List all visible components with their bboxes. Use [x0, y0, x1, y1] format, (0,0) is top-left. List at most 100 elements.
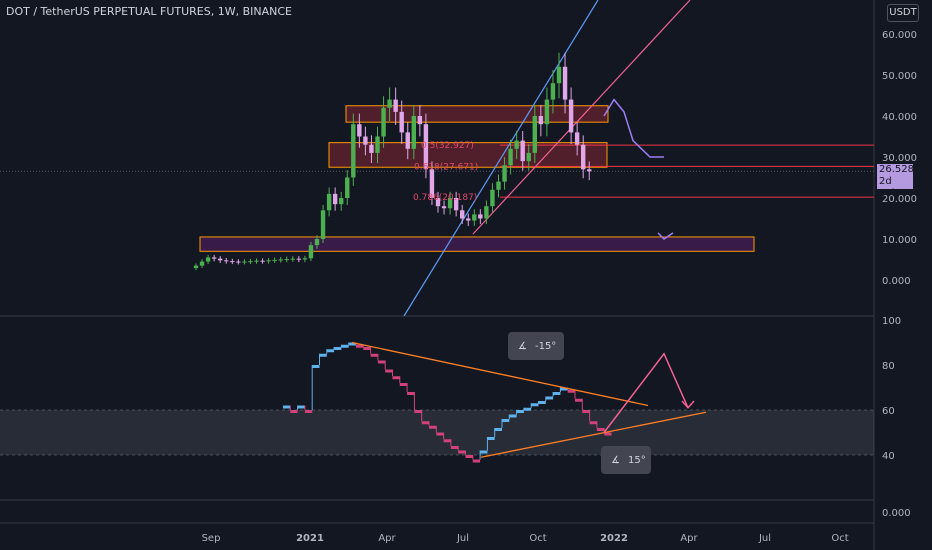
chart-title: DOT / TetherUS PERPETUAL FUTURES, 1W, BI…	[6, 5, 292, 18]
angle-label-lower[interactable]: ∡ 15°	[601, 446, 651, 474]
candle-body	[472, 214, 477, 221]
sr-zone	[328, 142, 608, 168]
indicator-step	[553, 392, 561, 395]
time-tick-label: Oct	[831, 533, 848, 544]
candle-body	[508, 148, 513, 166]
fib-label: 0.5(32.927)	[421, 141, 474, 151]
fib-label: 0.786(20.187)	[413, 193, 477, 203]
angle-value-upper: -15°	[534, 340, 557, 352]
indicator-step	[341, 344, 349, 348]
indicator-upper-trendline	[351, 341, 649, 407]
candle-body	[218, 258, 223, 261]
indicator-step	[297, 405, 305, 409]
indicator-step	[480, 450, 488, 454]
indicator-step	[509, 414, 517, 418]
sr-zone	[199, 236, 755, 252]
time-tick-label: Oct	[529, 533, 546, 544]
candle-body	[381, 107, 386, 137]
indicator-step	[399, 383, 408, 386]
price-tick-label: 60.000	[882, 30, 917, 41]
indicator-step	[494, 428, 502, 431]
candle-body	[574, 132, 580, 145]
indicator-step	[429, 425, 437, 429]
currency-button[interactable]: USDT	[887, 4, 919, 22]
current-price-badge: 26.528 2d 18h	[877, 164, 914, 199]
candle-body	[429, 169, 435, 198]
candle-body	[387, 99, 392, 108]
candle-body	[205, 257, 211, 262]
candle-body	[339, 198, 344, 205]
indicator-step	[443, 439, 451, 443]
time-tick-label: 2022	[600, 533, 628, 544]
indicator-axis[interactable]: 40 60 80 100	[882, 316, 901, 462]
candle-body	[278, 259, 283, 261]
price-tick-label: 10.000	[882, 235, 917, 246]
projection-layer	[603, 98, 674, 240]
indicator-step	[487, 437, 495, 440]
indicator-step	[596, 428, 605, 431]
indicator-step	[319, 353, 327, 357]
candle-body	[520, 140, 525, 162]
indicator-step	[567, 389, 575, 393]
time-tick-label: Jul	[758, 533, 771, 544]
candle-body	[556, 66, 562, 84]
time-tick-label: Sep	[202, 533, 221, 544]
indicator-step	[450, 446, 459, 449]
candle-body	[375, 136, 380, 153]
candle-body	[441, 206, 447, 209]
indicator-step	[538, 401, 546, 404]
indicator-step	[575, 398, 583, 402]
angle-icon: ∡	[611, 454, 620, 466]
candles-layer	[193, 52, 592, 271]
indicator-step	[589, 421, 597, 425]
indicator-step	[326, 349, 335, 353]
indicator-step	[312, 365, 320, 368]
time-axis[interactable]: Sep 2021 Apr Jul Oct 2022 Apr Jul Oct	[202, 533, 849, 544]
candle-body	[363, 136, 368, 145]
angle-value-lower: 15°	[627, 454, 646, 466]
time-tick-label: Apr	[378, 533, 396, 544]
candle-body	[266, 260, 271, 262]
grid-layer	[0, 0, 875, 550]
indicator-projection	[603, 352, 689, 433]
candle-body	[484, 206, 489, 219]
candle-body	[405, 132, 410, 149]
candle-body	[199, 261, 205, 266]
indicator-step	[385, 369, 393, 373]
angle-label-upper[interactable]: ∡ -15°	[508, 332, 564, 360]
indicator-step	[531, 403, 539, 407]
indicator-step	[283, 405, 291, 409]
candle-body	[514, 140, 519, 149]
candle-body	[314, 239, 320, 246]
time-tick-label: 2021	[296, 533, 324, 544]
candle-body	[526, 152, 531, 162]
indicator-step	[436, 432, 444, 436]
projection-arrowhead	[657, 232, 674, 240]
candle-body	[320, 210, 326, 239]
candle-body	[302, 258, 308, 260]
candle-body	[357, 124, 362, 137]
current-price-value: 26.528	[879, 164, 914, 175]
indicator-layer	[0, 341, 874, 463]
indicator-step	[407, 392, 415, 395]
indicator-step	[545, 396, 554, 400]
candle-body	[254, 260, 259, 262]
candle-body	[581, 144, 586, 170]
price-tick-label: 30.000	[882, 153, 917, 164]
candle-body	[230, 261, 235, 263]
time-tick-label: Apr	[680, 533, 698, 544]
candle-body	[242, 261, 247, 263]
indicator-step	[290, 410, 298, 413]
fib-label-layer: 0.5(32.927) 0.618(27.671) 0.786(20.187)	[413, 141, 478, 203]
candle-body	[490, 189, 495, 207]
price-axis[interactable]: 0.000 10.000 20.000 30.000 40.000 50.000 60.00…	[882, 30, 917, 519]
candle-body	[272, 259, 277, 261]
candle-body	[193, 265, 199, 269]
angle-icon: ∡	[518, 340, 527, 352]
indicator-step	[516, 410, 524, 413]
indicator-projection-arrowhead	[681, 400, 695, 409]
candle-body	[538, 116, 544, 125]
indicator-step	[377, 360, 386, 364]
indicator-step	[363, 347, 371, 350]
